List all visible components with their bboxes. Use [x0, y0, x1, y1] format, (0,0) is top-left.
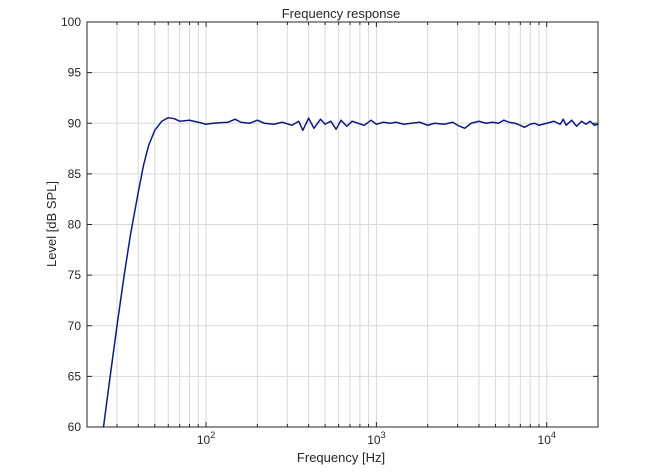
- y-tick-label: 70: [68, 319, 82, 333]
- chart-title: Frequency response: [282, 6, 401, 21]
- y-tick-label: 80: [68, 218, 82, 232]
- series-layer: [102, 116, 599, 428]
- y-tick-label: 75: [68, 268, 82, 282]
- x-axis-label: Frequency [Hz]: [297, 450, 385, 465]
- axis-ticks: 60 65 70 75 80 85 90 95 100 102 103 104: [61, 15, 598, 447]
- y-tick-label: 95: [68, 66, 82, 80]
- y-tick-label: 65: [68, 369, 82, 383]
- y-tick-label: 100: [61, 15, 81, 29]
- x-tick-label: 103: [367, 430, 385, 447]
- y-tick-label: 85: [68, 167, 82, 181]
- y-tick-label: 90: [68, 116, 82, 130]
- series-line-1: [102, 116, 599, 428]
- y-tick-label: 60: [68, 420, 82, 434]
- y-axis-label: Level [dB SPL]: [44, 181, 59, 267]
- x-tick-label: 102: [197, 430, 215, 447]
- x-tick-label: 104: [538, 430, 556, 447]
